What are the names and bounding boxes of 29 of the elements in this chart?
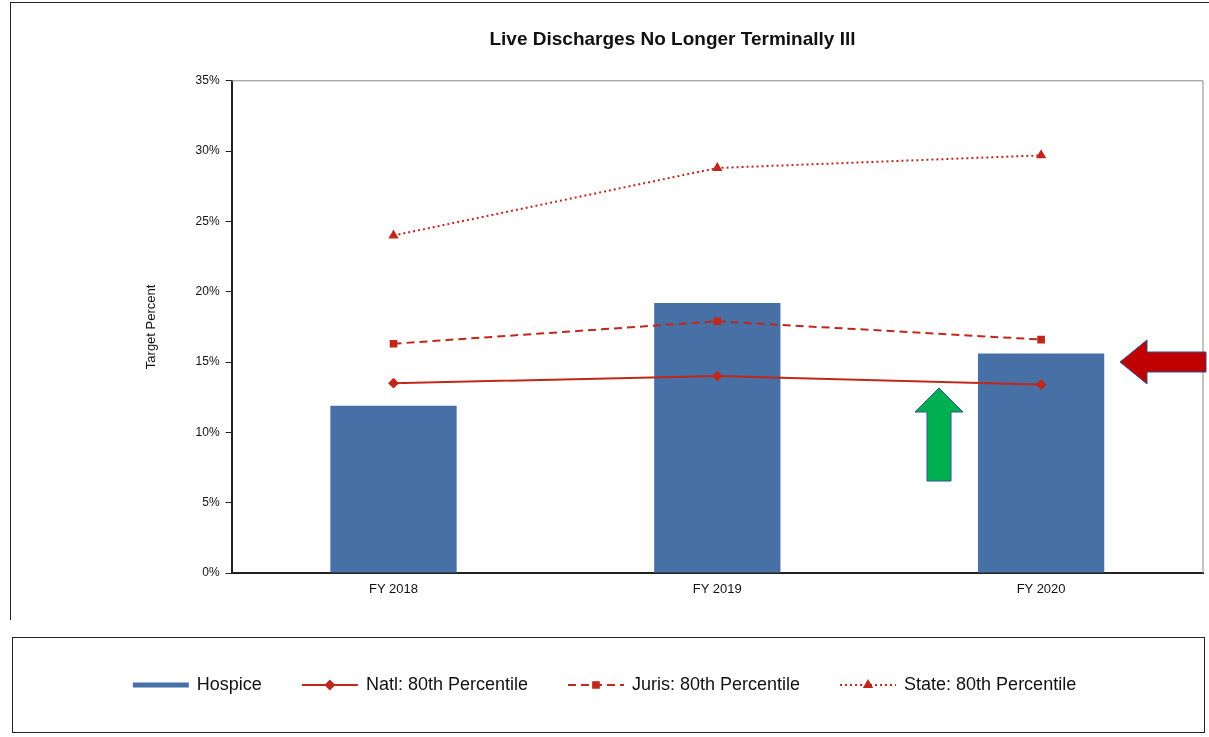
- point: [388, 378, 399, 389]
- y-tick-label: 15%: [195, 354, 220, 369]
- y-tick-label: 30%: [195, 143, 220, 158]
- point: [389, 230, 398, 239]
- bar: [654, 302, 781, 573]
- x-tick-label: FY 2019: [692, 581, 742, 597]
- y-tick-label: 20%: [195, 284, 220, 299]
- point: [712, 371, 723, 382]
- point: [713, 317, 722, 326]
- point: [1036, 379, 1047, 390]
- legend-label: State: 80th Percentile: [904, 673, 1077, 694]
- point: [389, 339, 398, 348]
- point: [1037, 335, 1045, 344]
- chart-title: Live Discharges No Longer Terminally Ill: [489, 27, 856, 49]
- bar: [977, 353, 1105, 573]
- y-axis-title: Target Percent: [143, 284, 159, 370]
- point: [1036, 150, 1046, 159]
- legend-label: Juris: 80th Percentile: [631, 673, 801, 694]
- x-tick-label: FY 2018: [369, 581, 418, 597]
- legend-label: Hospice: [196, 673, 262, 694]
- y-tick-label: 0%: [202, 565, 220, 580]
- y-tick-label: 35%: [195, 73, 220, 88]
- legend-label: Natl: 80th Percentile: [365, 673, 528, 694]
- point: [712, 162, 722, 171]
- y-tick-label: 5%: [202, 495, 220, 509]
- x-tick-label: FY 2020: [1016, 581, 1066, 597]
- bar: [330, 405, 457, 573]
- y-tick-label: 25%: [195, 213, 220, 228]
- y-tick-label: 10%: [195, 424, 220, 439]
